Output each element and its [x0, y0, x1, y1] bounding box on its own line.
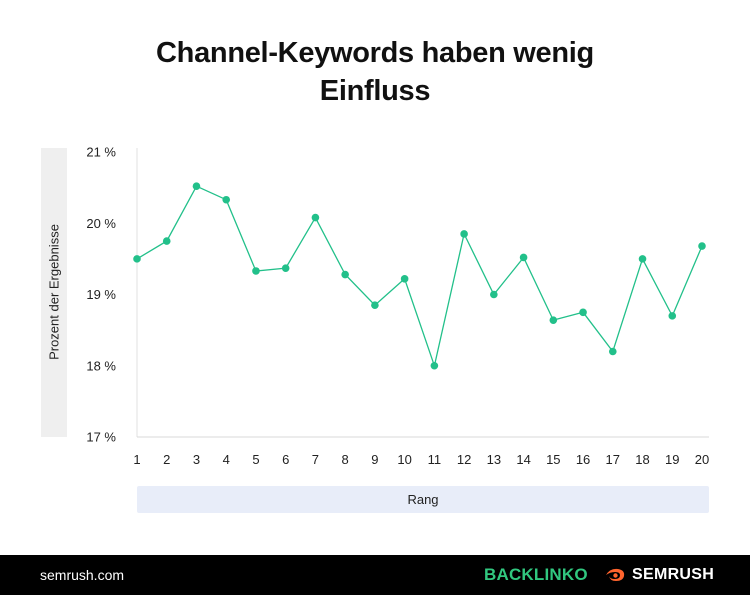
data-point — [133, 255, 141, 263]
x-tick-label: 5 — [252, 452, 259, 467]
x-tick-label: 2 — [163, 452, 170, 467]
x-tick-label: 9 — [371, 452, 378, 467]
data-point — [608, 347, 617, 356]
data-point — [519, 253, 528, 262]
data-point — [311, 213, 320, 222]
data-point — [281, 264, 290, 272]
backlinko-logo: BACKLINKO — [484, 565, 588, 584]
data-point — [430, 361, 439, 370]
x-tick-label: 14 — [516, 452, 530, 467]
x-tick-label: 7 — [312, 452, 319, 467]
x-tick-label: 6 — [282, 452, 289, 467]
data-point — [371, 301, 379, 309]
semrush-wordmark: SEMRUSH — [632, 566, 715, 583]
footer-bar: semrush.com BACKLINKO SEMRUSH — [0, 555, 750, 595]
x-tick-label: 3 — [193, 452, 200, 467]
chart-title: Channel-Keywords haben wenig Einfluss — [0, 34, 750, 110]
data-point — [341, 270, 349, 279]
x-tick-label: 18 — [635, 452, 649, 467]
x-tick-label: 11 — [428, 452, 442, 467]
x-tick-label: 15 — [546, 452, 560, 467]
data-point — [192, 182, 201, 190]
footer-url[interactable]: semrush.com — [40, 567, 125, 583]
data-point — [579, 308, 587, 317]
semrush-flame-icon — [606, 568, 625, 581]
data-point — [490, 290, 498, 299]
series-line — [136, 185, 703, 369]
x-tick-label: 13 — [487, 452, 501, 467]
x-tick-label: 17 — [606, 452, 620, 467]
chart-title-line-1: Channel-Keywords haben wenig — [156, 37, 594, 69]
x-tick-label: 8 — [342, 452, 349, 467]
data-point — [222, 195, 231, 204]
x-tick-label: 4 — [223, 452, 230, 467]
data-point — [638, 255, 647, 263]
x-tick-label: 12 — [457, 452, 471, 467]
data-point — [162, 237, 171, 245]
data-point — [549, 316, 558, 324]
x-tick-label: 1 — [133, 452, 140, 467]
line-chart: 17 %18 %19 %20 %21 %1 2 3 4 5 6 7 8 9 10 11 12 13 14 1… — [86, 145, 709, 468]
data-point — [460, 230, 468, 238]
x-axis-label-panel: Rang — [137, 486, 709, 513]
data-point — [698, 242, 706, 250]
x-tick-label: 19 — [665, 452, 679, 467]
y-axis-label-panel — [41, 148, 67, 437]
chart-title-line-2: Einfluss — [319, 75, 431, 107]
y-tick-label: 17 % — [86, 430, 116, 445]
data-point — [668, 312, 677, 320]
y-tick-label: 18 % — [86, 358, 116, 373]
data-point — [252, 267, 260, 275]
semrush-logo: SEMRUSH — [604, 565, 714, 585]
data-point — [400, 275, 409, 283]
y-tick-label: 20 % — [86, 216, 116, 231]
x-axis-label: Rang — [407, 492, 439, 507]
y-tick-label: 19 % — [86, 287, 116, 302]
x-tick-label: 10 — [397, 452, 411, 467]
x-tick-label: 16 — [576, 452, 590, 467]
y-tick-label: 21 % — [86, 145, 116, 160]
x-tick-label: 20 — [695, 452, 709, 467]
